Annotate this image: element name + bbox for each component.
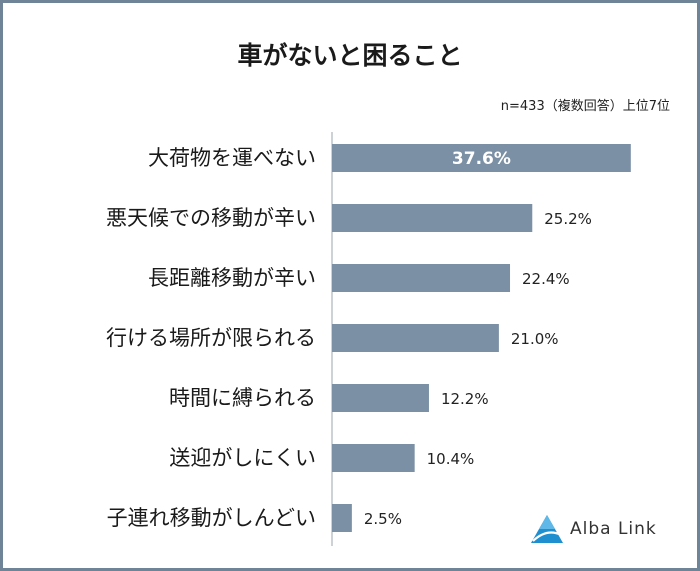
category-label: 子連れ移動がしんどい bbox=[107, 506, 316, 530]
chart-title: 車がないと困ること bbox=[237, 41, 463, 70]
category-label: 悪天候での移動が辛い bbox=[106, 206, 316, 230]
category-label: 大荷物を運べない bbox=[148, 146, 316, 170]
category-label: 長距離移動が辛い bbox=[148, 266, 316, 290]
value-label: 2.5% bbox=[364, 510, 402, 528]
value-label: 22.4% bbox=[522, 270, 570, 288]
bar bbox=[332, 204, 533, 232]
category-label: 時間に縛られる bbox=[169, 386, 316, 410]
value-label: 12.2% bbox=[441, 390, 489, 408]
bar bbox=[332, 504, 352, 532]
value-label: 25.2% bbox=[544, 210, 592, 228]
bar bbox=[332, 264, 511, 292]
value-label: 21.0% bbox=[511, 330, 559, 348]
category-label: 送迎がしにくい bbox=[169, 446, 316, 470]
bar bbox=[332, 384, 429, 412]
category-label: 行ける場所が限られる bbox=[106, 326, 316, 350]
bar bbox=[332, 324, 499, 352]
value-label: 10.4% bbox=[427, 450, 475, 468]
alba-link-logo-icon bbox=[531, 515, 563, 543]
bar bbox=[332, 144, 631, 172]
value-label: 37.6% bbox=[452, 149, 511, 169]
brand-logo: Alba Link bbox=[530, 514, 657, 544]
sample-note: n=433（複数回答）上位7位 bbox=[500, 99, 670, 114]
brand-name: Alba Link bbox=[570, 519, 657, 539]
bar bbox=[332, 444, 415, 472]
